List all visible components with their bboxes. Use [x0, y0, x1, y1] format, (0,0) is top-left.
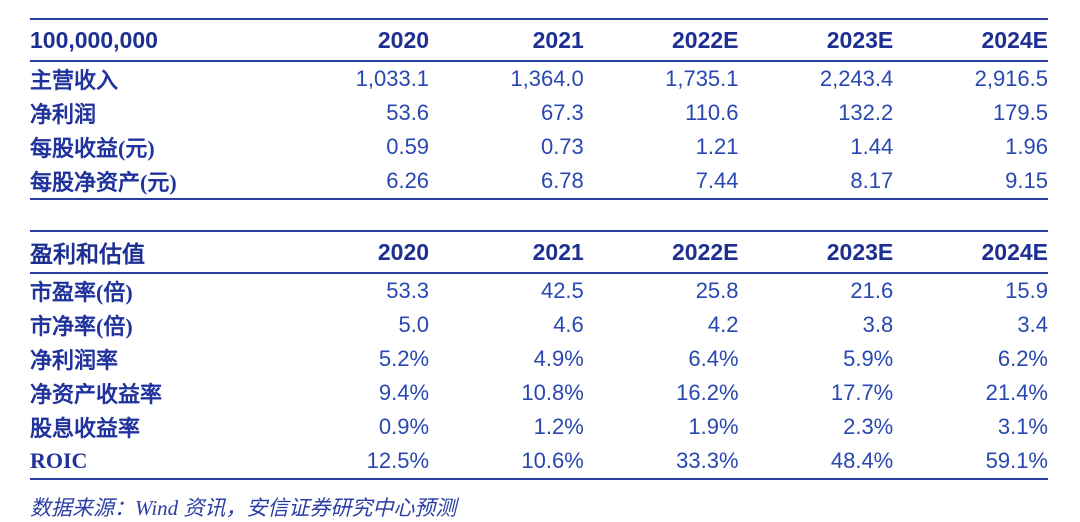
- cell-value: 33.3%: [676, 448, 739, 473]
- cell-value: 3.8: [862, 312, 894, 337]
- column-header-2021: 2021: [429, 231, 584, 274]
- cell-value: 5.0: [398, 312, 430, 337]
- table-row: 净资产收益率 9.4% 10.8% 16.2% 17.7% 21.4%: [30, 376, 1048, 410]
- table-row: 净利润率 5.2% 4.9% 6.4% 5.9% 6.2%: [30, 342, 1048, 376]
- column-header-2024e: 2024E: [893, 19, 1048, 62]
- cell-value: 3.1%: [997, 414, 1048, 439]
- cell-value: 4.2: [707, 312, 739, 337]
- cell-value: 25.8: [695, 278, 739, 303]
- cell-value: 16.2%: [676, 380, 739, 405]
- cell-value: 1,364.0: [510, 66, 584, 91]
- cell-value: 1,735.1: [665, 66, 739, 91]
- table-row: 主营收入 1,033.1 1,364.0 1,735.1 2,243.4 2,9…: [30, 61, 1048, 96]
- cell-value: 67.3: [540, 100, 584, 125]
- column-header-2020: 2020: [274, 19, 430, 62]
- cell-value: 3.4: [1017, 312, 1048, 337]
- cell-value: 2,916.5: [974, 66, 1048, 91]
- data-source-note: 数据来源：Wind 资讯，安信证券研究中心预测: [30, 496, 457, 520]
- cell-value: 2.3%: [843, 414, 894, 439]
- cell-value: 53.6: [386, 100, 430, 125]
- valuation-table: 盈利和估值 2020 2021 2022E 2023E 2024E 市盈率(倍)…: [30, 230, 1048, 480]
- cell-value: 15.9: [1005, 278, 1048, 303]
- column-header-2022e: 2022E: [583, 231, 739, 274]
- cell-value: 6.78: [540, 168, 584, 193]
- row-label-revenue: 主营收入: [30, 68, 119, 93]
- table-row: 净利润 53.6 67.3 110.6 132.2 179.5: [30, 96, 1048, 130]
- row-label-bvps: 每股净资产(元): [30, 170, 177, 195]
- table-row: 股息收益率 0.9% 1.2% 1.9% 2.3% 3.1%: [30, 410, 1048, 444]
- cell-value: 9.15: [1005, 168, 1048, 193]
- table-row: 每股净资产(元) 6.26 6.78 7.44 8.17 9.15: [30, 164, 1048, 199]
- row-label-eps: 每股收益(元): [30, 136, 155, 161]
- column-header-2022e: 2022E: [583, 19, 739, 62]
- cell-value: 10.8%: [521, 380, 584, 405]
- cell-value: 1.2%: [533, 414, 584, 439]
- cell-value: 0.59: [386, 134, 430, 159]
- cell-value: 8.17: [850, 168, 894, 193]
- row-label-net-profit: 净利润: [30, 102, 97, 127]
- cell-value: 1.9%: [688, 414, 739, 439]
- cell-value: 48.4%: [830, 448, 894, 473]
- cell-value: 110.6: [685, 100, 739, 125]
- cell-value: 1.44: [850, 134, 894, 159]
- table-row: 市盈率(倍) 53.3 42.5 25.8 21.6 15.9: [30, 273, 1048, 308]
- cell-value: 21.4%: [985, 380, 1048, 405]
- cell-value: 6.2%: [997, 346, 1048, 371]
- valuation-table-title: 盈利和估值: [30, 231, 275, 274]
- cell-value: 1,033.1: [355, 66, 430, 91]
- cell-value: 10.6%: [521, 448, 584, 473]
- cell-value: 17.7%: [830, 380, 894, 405]
- cell-value: 5.2%: [378, 346, 430, 371]
- cell-value: 9.4%: [378, 380, 430, 405]
- row-label-roe: 净资产收益率: [30, 382, 163, 407]
- cell-value: 132.2: [838, 100, 894, 125]
- table-spacer: [30, 200, 1048, 230]
- cell-value: 2,243.4: [819, 66, 894, 91]
- cell-value: 4.6: [553, 312, 584, 337]
- table-header-row: 100,000,000 2020 2021 2022E 2023E 2024E: [30, 19, 1048, 62]
- row-label-pb: 市净率(倍): [30, 314, 133, 339]
- cell-value: 7.44: [695, 168, 739, 193]
- cell-value: 6.4%: [688, 346, 739, 371]
- cell-value: 59.1%: [985, 448, 1048, 473]
- cell-value: 4.9%: [533, 346, 584, 371]
- cell-value: 12.5%: [366, 448, 430, 473]
- column-header-2023e: 2023E: [738, 231, 894, 274]
- cell-value: 42.5: [540, 278, 584, 303]
- column-header-2024e: 2024E: [893, 231, 1048, 274]
- cell-value: 0.9%: [378, 414, 430, 439]
- column-header-2020: 2020: [274, 231, 430, 274]
- table-row: 市净率(倍) 5.0 4.6 4.2 3.8 3.4: [30, 308, 1048, 342]
- row-label-net-margin: 净利润率: [30, 348, 119, 373]
- cell-value: 1.21: [695, 134, 739, 159]
- row-label-dividend-yield: 股息收益率: [30, 416, 141, 441]
- row-label-roic: ROIC: [30, 448, 88, 473]
- table-row: 每股收益(元) 0.59 0.73 1.21 1.44 1.96: [30, 130, 1048, 164]
- cell-value: 1.96: [1005, 134, 1048, 159]
- table-header-row: 盈利和估值 2020 2021 2022E 2023E 2024E: [30, 231, 1048, 274]
- column-header-2021: 2021: [429, 19, 584, 62]
- row-label-pe: 市盈率(倍): [30, 280, 133, 305]
- column-header-2023e: 2023E: [738, 19, 894, 62]
- cell-value: 0.73: [540, 134, 584, 159]
- cell-value: 21.6: [850, 278, 894, 303]
- cell-value: 5.9%: [843, 346, 894, 371]
- cell-value: 179.5: [992, 100, 1048, 125]
- cell-value: 6.26: [386, 168, 430, 193]
- table-row: ROIC 12.5% 10.6% 33.3% 48.4% 59.1%: [30, 444, 1048, 479]
- financial-forecast-table: 100,000,000 2020 2021 2022E 2023E 2024E …: [30, 18, 1048, 200]
- cell-value: 53.3: [386, 278, 430, 303]
- unit-label: 100,000,000: [30, 19, 275, 62]
